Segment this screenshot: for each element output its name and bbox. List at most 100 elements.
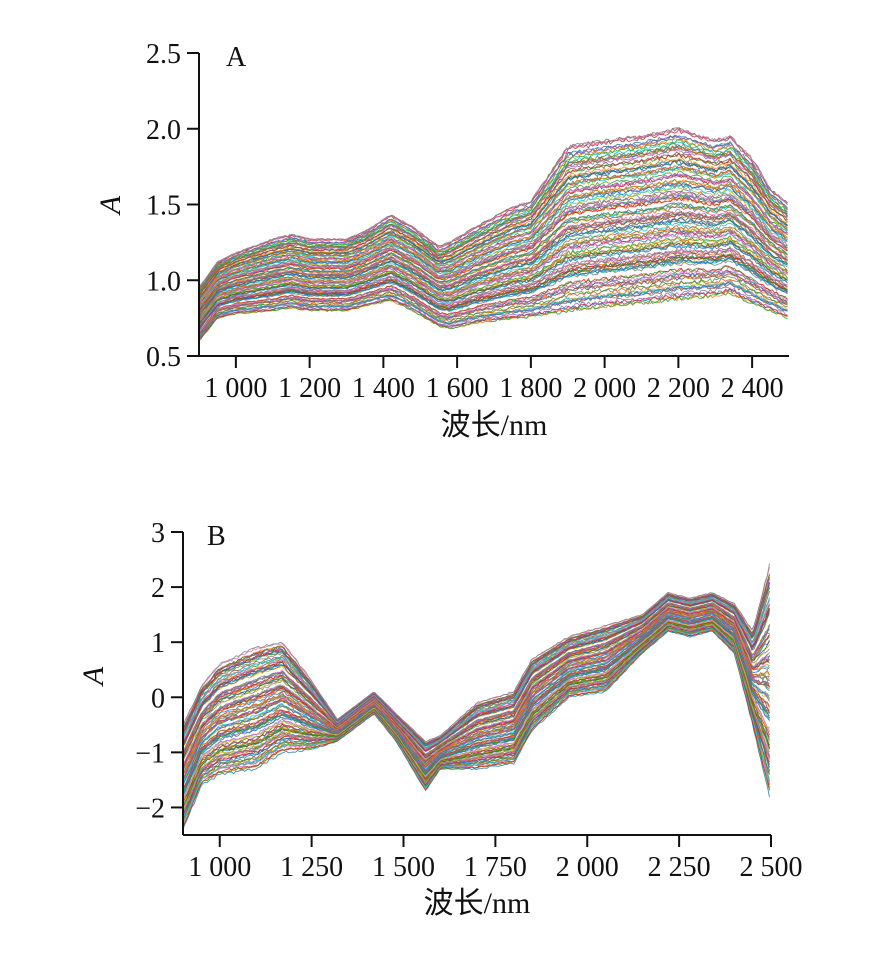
x-tick-label: 1 600 [426,373,489,404]
x-tick-label: 2 000 [573,373,636,404]
spectrum-series-line [199,224,788,319]
y-tick-label: 3 [151,518,165,549]
x-tick-label: 2 500 [740,852,803,883]
spectrum-series-line [199,292,788,341]
spectrum-series-line [199,227,788,319]
spectrum-series-line [183,614,770,786]
y-tick-label: 2.5 [146,39,181,70]
spectrum-series-line [199,173,788,303]
spectrum-series-line [199,232,788,322]
spectrum-series-line [183,563,770,743]
spectrum-series-line [183,612,770,779]
y-tick-label: 2.0 [146,115,181,146]
spectrum-series-line [199,283,788,339]
spectrum-series-line [199,143,788,294]
spectrum-series-line [199,265,788,333]
spectrum-series-line [199,192,788,309]
spectrum-series-line [183,602,770,755]
spectrum-series-line [199,156,788,298]
series-group [183,563,770,830]
y-axis-title: A [94,195,127,216]
spectrum-series-line [199,202,788,312]
x-tick-label: 1 200 [278,373,341,404]
spectrum-series-line [199,229,788,321]
spectrum-series-line [183,610,770,776]
y-tick-label: 0 [151,683,165,714]
x-axis-title: 波长/nm [424,887,531,920]
spectrum-series-line [199,138,788,292]
spectrum-series-line [183,624,770,814]
series-group [199,126,788,342]
panel-label: A [226,42,247,73]
spectrum-series-line [183,621,770,806]
spectrum-series-line [183,606,770,767]
x-tick-label: 1 250 [280,852,343,883]
spectrum-series-line [183,630,770,830]
spectrum-series-line [199,282,788,339]
spectrum-series-line [183,599,770,752]
y-tick-label: 1.0 [146,266,181,297]
spectrum-series-line [199,178,788,305]
spectrum-series-line [199,136,788,291]
spectrum-series-line [199,245,788,326]
x-tick-label: 2 250 [648,852,711,883]
panel-label: B [207,521,226,552]
spectrum-series-line [183,620,770,801]
spectrum-series-line [183,627,770,823]
x-tick-label: 2 200 [647,373,710,404]
spectrum-series-line [183,615,770,789]
x-tick-label: 1 000 [188,852,251,883]
x-tick-label: 1 400 [352,373,415,404]
spectrum-series-line [199,218,788,317]
spectrum-series-line [183,596,770,749]
spectrum-series-line [199,145,788,294]
spectrum-series-line [199,266,788,333]
x-tick-label: 1 500 [372,852,435,883]
spectrum-series-line [199,269,788,334]
spectrum-series-line [183,587,770,747]
chart-panel-a: 0.5 1.0 1.5 2.0 2.5 1 000 1 200 1 400 1 600 1 800… [94,39,789,442]
spectrum-series-line [199,256,788,331]
spectrum-series-line [199,202,788,312]
spectrum-series-line [183,577,770,745]
y-tick-label: 1.5 [146,191,181,222]
y-tick-label: 1 [151,628,165,659]
spectrum-series-line [199,196,788,311]
spectrum-series-line [199,213,788,315]
spectrum-series-line [183,616,770,791]
spectrum-series-line [199,151,788,296]
spectrum-series-line [199,275,788,336]
chart-panel-b: −2 −1 0 1 2 3 1 000 1 250 1 500 1 750 2 000 2 250 2 … [77,518,803,920]
spectrum-series-line [183,599,770,752]
spectrum-series-line [183,609,770,775]
spectrum-series-line [199,235,788,323]
spectrum-series-line [199,241,788,324]
spectrum-series-line [183,623,770,812]
spectrum-series-line [183,616,770,793]
spectrum-series-line [183,608,770,769]
spectrum-series-line [183,618,770,797]
y-tick-label: 2 [151,573,165,604]
spectrum-series-line [199,287,788,340]
spectrum-series-line [199,206,788,314]
x-tick-label: 1 000 [204,373,267,404]
spectrum-series-line [199,253,788,329]
x-tick-label: 1 800 [499,373,562,404]
spectrum-series-line [199,178,788,305]
spectrum-series-line [199,278,788,337]
spectrum-series-line [199,184,788,306]
spectrum-series-line [199,164,788,300]
spectrum-series-line [183,603,770,756]
x-tick-label: 2 400 [721,373,784,404]
spectrum-series-line [199,270,788,334]
y-tick-label: −1 [135,738,165,769]
x-tick-label: 1 750 [464,852,527,883]
x-axis-title: 波长/nm [441,409,548,442]
spectrum-series-line [183,598,770,750]
spectrum-series-line [199,249,788,327]
spectrum-series-line [183,607,770,767]
spectrum-series-line [183,619,770,801]
y-tick-label: 0.5 [146,342,181,373]
y-tick-label: −2 [135,793,165,824]
